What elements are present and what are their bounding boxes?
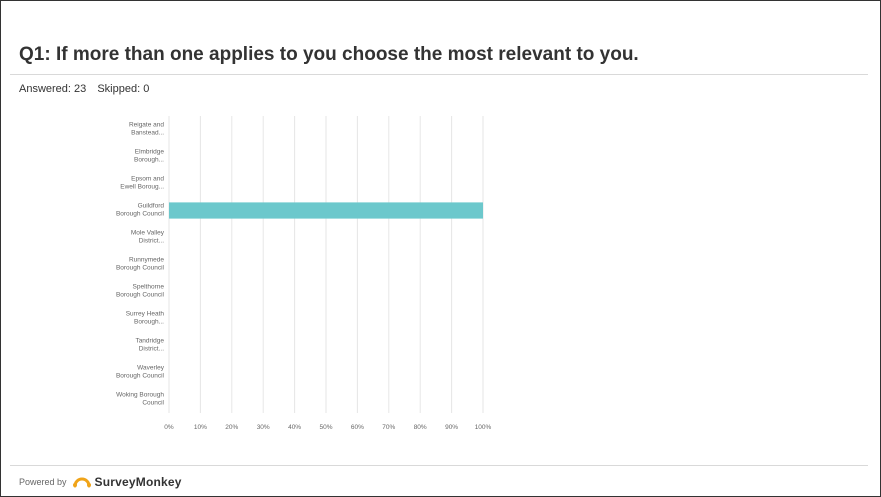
category-label: Reigate and Banstead... <box>129 122 164 137</box>
category-label: Spelthorne Borough Council <box>116 284 165 299</box>
brand-name: SurveyMonkey <box>94 475 182 489</box>
footer: Powered by SurveyMonkey <box>19 472 182 492</box>
category-label: Tandridge District... <box>135 338 164 353</box>
x-tick-label: 80% <box>414 424 427 431</box>
bar-3 <box>169 202 483 219</box>
answered-count: Answered: 23 <box>19 83 87 95</box>
category-label: Mole Valley District... <box>131 230 165 245</box>
powered-by-label: Powered by <box>19 477 67 487</box>
category-label: Epsom and Ewell Boroug... <box>120 176 164 191</box>
surveymonkey-logo-icon <box>72 477 91 488</box>
x-tick-label: 20% <box>225 424 238 431</box>
x-tick-label: 60% <box>351 424 364 431</box>
x-tick-label: 70% <box>382 424 395 431</box>
category-label: Surrey Heath Borough... <box>126 311 165 326</box>
x-tick-label: 40% <box>288 424 301 431</box>
footer-divider <box>10 465 868 466</box>
category-label: Waverley Borough Council <box>116 365 165 380</box>
response-summary: Answered: 23 Skipped: 0 <box>19 83 149 95</box>
x-tick-label: 90% <box>445 424 458 431</box>
x-tick-label: 100% <box>475 424 492 431</box>
brand[interactable]: SurveyMonkey <box>72 475 182 489</box>
x-tick-label: 0% <box>164 424 174 431</box>
title-divider <box>10 74 868 75</box>
x-tick-label: 10% <box>194 424 207 431</box>
x-tick-label: 50% <box>319 424 332 431</box>
question-title: Q1: If more than one applies to you choo… <box>19 44 639 65</box>
category-label: Guildford Borough Council <box>116 203 165 218</box>
x-tick-label: 30% <box>257 424 270 431</box>
category-label: Woking Borough Council <box>116 392 164 407</box>
category-label: Elmbridge Borough... <box>134 149 164 164</box>
skipped-count: Skipped: 0 <box>97 83 150 95</box>
category-label: Runnymede Borough Council <box>116 257 165 272</box>
